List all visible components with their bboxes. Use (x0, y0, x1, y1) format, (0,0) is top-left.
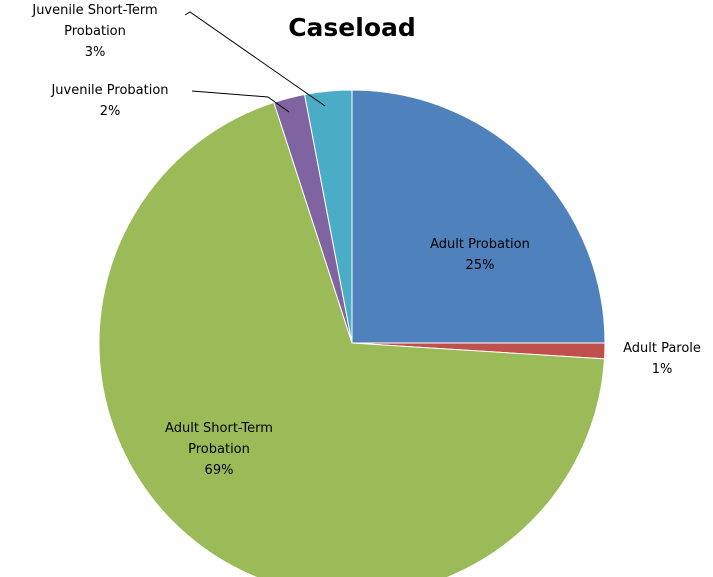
label-adult-probation: Adult Probation 25% (430, 237, 530, 273)
slice-adult-probation (351, 89, 606, 344)
slice-adult-short-term-probation (98, 101, 606, 577)
pie-slices (98, 89, 606, 577)
slice-juvenile-short-term-probation (304, 89, 353, 344)
slice-name: Probation (188, 442, 250, 457)
leader-line-juvenile-short-term-probation (184, 11, 326, 107)
slice-percent: 1% (652, 362, 673, 377)
label-adult-short-term-probation: Adult Short-Term Probation 69% (165, 421, 273, 478)
slice-percent: 3% (85, 45, 106, 60)
slice-name: Adult Short-Term (165, 421, 273, 436)
label-adult-parole: Adult Parole 1% (623, 341, 701, 377)
slice-labels: Adult Probation 25% Adult Parole 1% Adult Sh… (31, 3, 701, 478)
leader-line-juvenile-probation (191, 90, 290, 113)
chart-title: Caseload (288, 13, 416, 42)
slice-name: Probation (64, 24, 126, 39)
slice-percent: 2% (100, 104, 121, 119)
label-juvenile-short-term-probation: Juvenile Short-Term Probation 3% (31, 3, 157, 60)
slice-percent: 25% (466, 258, 495, 273)
slice-name: Juvenile Probation (50, 83, 168, 98)
slice-name: Juvenile Short-Term (31, 3, 157, 18)
slice-name: Adult Parole (623, 341, 701, 356)
slice-name: Adult Probation (430, 237, 530, 252)
label-juvenile-probation: Juvenile Probation 2% (50, 83, 168, 119)
leader-lines (184, 11, 326, 113)
slice-percent: 69% (205, 463, 234, 478)
